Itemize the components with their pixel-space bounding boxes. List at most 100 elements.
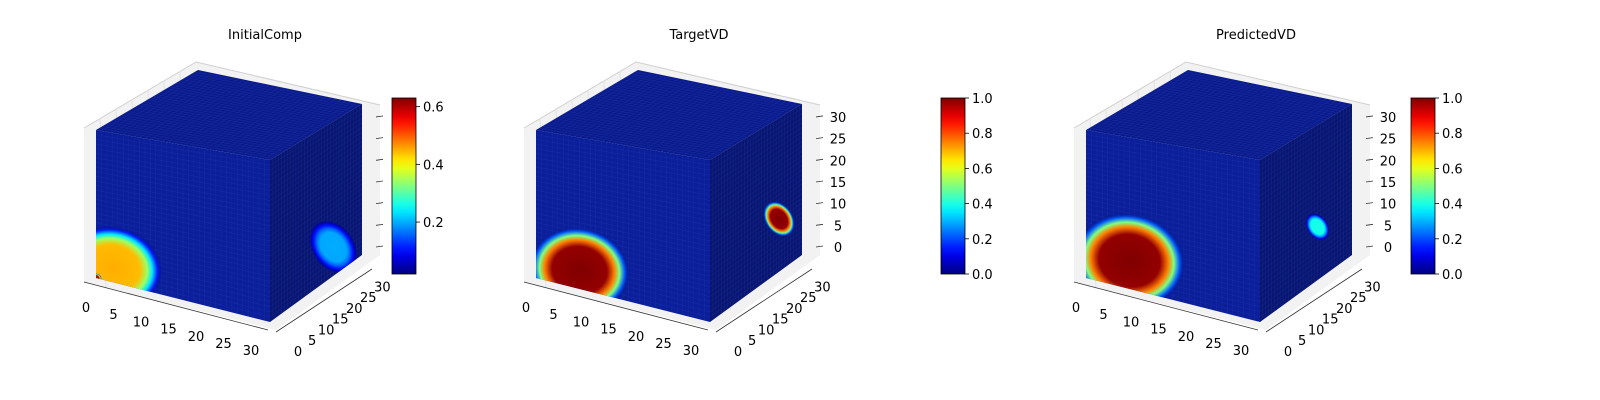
colorbar-tick-label: 0.2 — [1442, 233, 1463, 248]
y-tick-label: 15 — [1322, 313, 1339, 328]
z-tick-mark — [375, 137, 384, 140]
z-tick-label: 20 — [1380, 154, 1397, 169]
y-axis-line — [1265, 268, 1363, 333]
side-voxel-grid — [709, 105, 803, 320]
y-tick-label: 25 — [360, 291, 377, 306]
z-tick-label: 25 — [1380, 133, 1397, 148]
z-tick-mark — [1365, 115, 1374, 118]
colorbar-tick-label: 0.2 — [423, 216, 444, 231]
y-tick-label: 0 — [734, 345, 742, 360]
x-axis-line — [523, 281, 709, 331]
z-tick-mark — [1365, 180, 1374, 183]
x-tick-label: 10 — [573, 315, 590, 330]
y-tick-label: 25 — [1350, 291, 1367, 306]
colorbar-tick-label: 1.0 — [972, 92, 993, 107]
colorbar-tick-label: 0.0 — [972, 268, 993, 283]
z-tick-mark — [1365, 137, 1374, 140]
colorbar-gradient — [940, 97, 966, 275]
x-tick-label: 15 — [160, 323, 177, 338]
colorbar-gradient — [391, 97, 417, 275]
top-voxel-grid — [539, 70, 800, 160]
colorbar-tick-label: 0.2 — [972, 233, 993, 248]
z-tick-label: 30 — [1380, 111, 1397, 126]
z-tick-mark — [375, 115, 384, 118]
z-tick-mark — [1365, 158, 1374, 161]
colorbar-tick-label: 0.8 — [1442, 127, 1463, 142]
z-tick-mark — [375, 223, 384, 226]
pane-edge — [83, 61, 381, 129]
z-tick-mark — [815, 115, 824, 118]
y-axis-line — [275, 268, 373, 333]
x-tick-label: 30 — [683, 344, 700, 359]
colorbar: 0.0 0.2 0.4 0.6 0.8 1.0 — [1410, 92, 1463, 283]
colorbar-tick-label: 0.4 — [972, 198, 993, 213]
colorbar-tick-label: 1.0 — [1442, 92, 1463, 107]
y-tick-label: 10 — [758, 323, 775, 338]
y-tick-label: 5 — [1298, 334, 1306, 349]
x-tick-label: 25 — [1205, 337, 1222, 352]
z-tick-label: 15 — [830, 176, 847, 191]
z-tick-mark — [815, 180, 824, 183]
hotspot-3 — [309, 220, 358, 274]
chart-panel-2: 0 5 10 15 20 25 30 051015202530051015202530Targ… — [522, 28, 993, 360]
z-tick-mark — [375, 245, 384, 248]
colorbar-tick-label: 0.4 — [423, 158, 444, 173]
top-voxel-grid — [99, 70, 360, 160]
x-tick-label: 25 — [655, 337, 672, 352]
x-tick-label: 25 — [215, 337, 232, 352]
y-tick-label: 20 — [786, 302, 803, 317]
z-tick-mark — [375, 158, 384, 161]
z-tick-mark — [1365, 202, 1374, 205]
x-tick-label: 15 — [1150, 323, 1167, 338]
z-tick-label: 5 — [834, 219, 842, 234]
y-tick-label: 25 — [800, 291, 817, 306]
colorbar-gradient — [1410, 97, 1436, 275]
z-tick-mark — [815, 202, 824, 205]
y-tick-label: 5 — [748, 334, 756, 349]
y-tick-label: 20 — [1336, 302, 1353, 317]
x-tick-label: 20 — [628, 330, 645, 345]
x-tick-label: 10 — [1123, 315, 1140, 330]
y-tick-label: 30 — [374, 280, 391, 295]
chart-title: TargetVD — [668, 28, 728, 43]
x-tick-label: 30 — [243, 344, 260, 359]
colorbar-tick-label: 0.6 — [972, 162, 993, 177]
y-tick-label: 30 — [1364, 280, 1381, 295]
colorbar-tick-label: 0.0 — [1442, 268, 1463, 283]
z-tick-label: 20 — [830, 154, 847, 169]
z-tick-label: 25 — [830, 133, 847, 148]
y-tick-label: 0 — [1284, 345, 1292, 360]
colorbar-tick-label: 0.4 — [1442, 198, 1463, 213]
z-tick-label: 10 — [830, 198, 847, 213]
y-tick-label: 15 — [332, 313, 349, 328]
z-tick-mark — [375, 202, 384, 205]
front-voxel-grid — [95, 130, 271, 321]
x-axis-line — [83, 281, 269, 331]
y-tick-label: 5 — [308, 334, 316, 349]
colorbar: 0.0 0.2 0.4 0.6 0.8 1.0 — [940, 92, 993, 283]
z-tick-mark — [1365, 245, 1374, 248]
y-tick-label: 10 — [1308, 323, 1325, 338]
hotspot-2 — [763, 201, 795, 237]
z-tick-mark — [375, 180, 384, 183]
x-tick-label: 20 — [1178, 330, 1195, 345]
chart-panel-3: 0 5 10 15 20 25 30 051015202530051015202530Pred… — [1072, 28, 1463, 360]
z-tick-label: 5 — [1384, 219, 1392, 234]
x-tick-label: 0 — [1072, 301, 1080, 316]
z-tick-mark — [815, 158, 824, 161]
y-axis-line — [715, 268, 813, 333]
x-axis-line — [1073, 281, 1259, 331]
pane-edge — [1073, 61, 1371, 129]
z-tick-mark — [815, 137, 824, 140]
x-tick-label: 5 — [1099, 308, 1107, 323]
chart-title: InitialComp — [228, 28, 302, 43]
colorbar-tick-label: 0.6 — [423, 101, 444, 116]
y-tick-label: 30 — [814, 280, 831, 295]
chart-panel-1: 0 5 10 15 20 25 30 051015202530InitialComp0.20.… — [82, 28, 444, 360]
chart-title: PredictedVD — [1216, 28, 1296, 43]
y-tick-label: 20 — [346, 302, 363, 317]
x-tick-label: 5 — [549, 308, 557, 323]
y-tick-label: 10 — [318, 323, 335, 338]
x-tick-label: 30 — [1233, 344, 1250, 359]
